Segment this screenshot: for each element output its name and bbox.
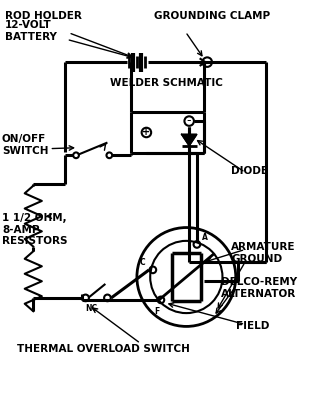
Text: 12-VOLT
BATTERY: 12-VOLT BATTERY (5, 20, 57, 42)
Text: FIELD: FIELD (236, 321, 269, 331)
Text: A: A (202, 233, 207, 241)
Text: NC: NC (85, 304, 97, 312)
Text: 1 1/2 OHM,
8-AMP
RESISTORS: 1 1/2 OHM, 8-AMP RESISTORS (2, 213, 67, 247)
Text: +: + (142, 127, 150, 138)
Text: GROUND: GROUND (231, 254, 282, 264)
Text: GROUNDING CLAMP: GROUNDING CLAMP (154, 11, 270, 21)
Text: ON/OFF
SWITCH: ON/OFF SWITCH (2, 134, 48, 156)
Text: WELDER SCHMATIC: WELDER SCHMATIC (110, 78, 223, 88)
Text: -: - (186, 114, 190, 126)
Text: C: C (140, 258, 145, 267)
Polygon shape (182, 134, 197, 146)
Text: F: F (154, 306, 160, 316)
Text: ARMATURE: ARMATURE (231, 242, 295, 252)
Text: DELCO-REMY
ALTERNATOR: DELCO-REMY ALTERNATOR (220, 277, 297, 298)
Text: DIODE: DIODE (231, 166, 268, 176)
Text: ROD HOLDER: ROD HOLDER (5, 11, 82, 21)
Text: THERMAL OVERLOAD SWITCH: THERMAL OVERLOAD SWITCH (17, 344, 190, 354)
